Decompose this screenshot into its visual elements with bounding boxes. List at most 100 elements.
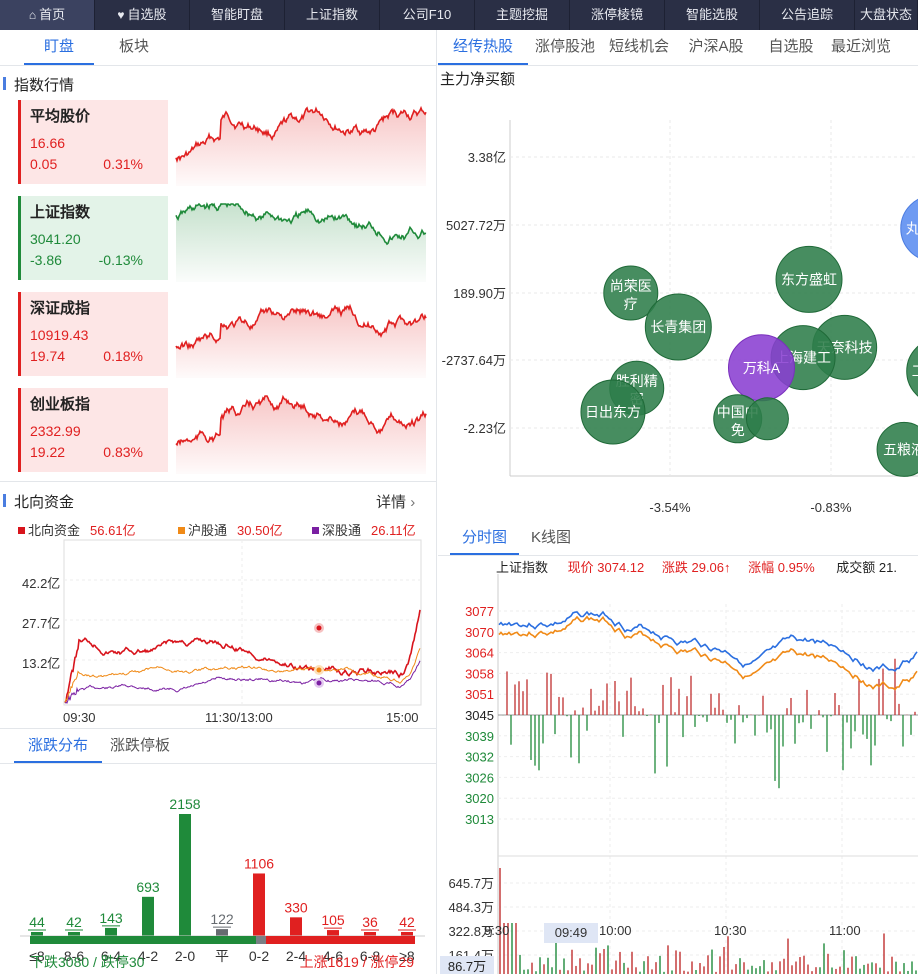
price-y-tick: 3051 <box>465 687 494 702</box>
right-tabs: 经传热股 涨停股池 短线机会 沪深A股 自选股 最近浏览 <box>438 30 918 66</box>
dist-category-label: ≤8 <box>29 948 45 964</box>
dist-category-label: 8-6 <box>64 948 84 964</box>
bubble-stock[interactable]: 万科A <box>727 334 795 402</box>
bubble-stock[interactable]: 丸美股份 <box>900 195 918 261</box>
tab-right-4[interactable]: 自选股 <box>768 38 814 55</box>
minute-index-name: 上证指数 <box>496 560 549 575</box>
tab-right-2[interactable]: 短线机会 <box>608 38 669 55</box>
bubble-y-tick: 189.90万 <box>453 286 506 301</box>
nav-item-8[interactable]: 公告追踪 <box>760 0 855 30</box>
index-section-title: 指数行情 <box>0 74 74 95</box>
bubble-stock[interactable]: 东方盛虹 <box>775 245 843 313</box>
tab-right-0[interactable]: 经传热股 <box>438 30 528 65</box>
nav-item-9[interactable]: 大盘状态 <box>855 0 918 30</box>
dist-bar-value: 105 <box>321 912 345 928</box>
nav-label: 上证指数 <box>305 7 358 22</box>
index-price: 16.66 <box>30 135 66 151</box>
bubble-stock[interactable]: 长青集团 <box>644 293 712 361</box>
ratio-flat-segment <box>256 936 267 944</box>
nav-item-6[interactable]: 涨停棱镜 <box>570 0 665 30</box>
volume-y-tick: 484.3万 <box>448 900 494 915</box>
bubble-y-tick: -2737.64万 <box>442 353 506 368</box>
up-count-label: 上涨1619 / 涨停29 <box>299 954 414 970</box>
bubble-y-tick: -2.23亿 <box>463 421 506 436</box>
svg-text:五粮液: 五粮液 <box>883 441 918 457</box>
bubble-stock[interactable]: 工商银行 <box>906 338 918 404</box>
dist-bar: 105 4-6 <box>321 912 345 964</box>
minute-pct: 涨幅 0.95% <box>748 560 815 575</box>
right-panel: 经传热股 涨停股池 短线机会 沪深A股 自选股 最近浏览 主力净买额 3.38亿 5027.… <box>438 30 918 974</box>
dist-category-label: 0-2 <box>249 948 269 964</box>
tab-kline[interactable]: K线图 <box>531 529 572 546</box>
svg-text:长青集团: 长青集团 <box>650 319 706 335</box>
bubble-stock[interactable]: 日出东方 <box>580 379 646 445</box>
nav-item-0[interactable]: ⌂ 首页 <box>0 0 95 30</box>
dist-bar: 44 ≤8 <box>28 914 46 964</box>
nav-label: 公告追踪 <box>780 7 833 22</box>
dist-bar: 1106 0-2 <box>244 855 274 964</box>
index-card[interactable]: 创业板指 2332.99 19.22 0.83% <box>18 388 168 472</box>
minute-amount: 成交额 21. <box>836 560 897 575</box>
nav-item-1[interactable]: ♥ 自选股 <box>95 0 190 30</box>
index-name: 上证指数 <box>30 204 91 221</box>
price-y-tick: 3064 <box>465 646 494 661</box>
north-x-tick: 15:00 <box>386 710 419 725</box>
dist-bar: 2158 2-0 <box>169 796 200 964</box>
price-y-tick: 3070 <box>465 625 494 640</box>
dist-bar: 36 6-8 <box>360 914 380 964</box>
volume-y-tick: 645.7万 <box>448 876 494 891</box>
dist-bar-value: 2158 <box>169 796 200 812</box>
dist-category-label: 4-2 <box>138 948 158 964</box>
nav-label: 主题挖掘 <box>495 7 548 22</box>
price-y-tick: 3013 <box>465 812 494 827</box>
minute-tabs: 分时图 K线图 <box>438 520 918 556</box>
price-y-tick: 3032 <box>465 750 494 765</box>
north-flow-chart <box>63 539 422 706</box>
index-pct: 0.83% <box>103 444 143 460</box>
tab-right-5[interactable]: 最近浏览 <box>830 38 891 55</box>
time-x-tick: 11:00 <box>829 923 861 938</box>
tab-minute[interactable]: 分时图 <box>450 520 520 555</box>
bubble-stock[interactable]: 五粮液 <box>876 421 918 477</box>
index-name: 创业板指 <box>30 396 91 413</box>
nav-item-2[interactable]: 智能盯盘 <box>190 0 285 30</box>
volume-cursor-label: 86.7万 <box>448 959 486 974</box>
svg-text:丸美股份: 丸美股份 <box>906 220 918 236</box>
index-card[interactable]: 平均股价 16.66 0.05 0.31% <box>18 100 168 184</box>
tab-right-3[interactable]: 沪深A股 <box>688 38 744 55</box>
bubble-stock[interactable] <box>745 397 789 441</box>
dist-bar: 143 6-4 <box>99 910 123 964</box>
nav-label: 智能盯盘 <box>210 7 263 22</box>
tab-rise-fall-dist[interactable]: 涨跌分布 <box>14 729 103 763</box>
nav-label: 大盘状态 <box>859 7 912 22</box>
dist-bar: 42 8-6 <box>64 914 84 964</box>
nav-item-5[interactable]: 主题挖掘 <box>475 0 570 30</box>
dist-category-label: 6-4 <box>101 948 121 964</box>
index-pct: 0.31% <box>103 156 143 172</box>
minute-price: 现价 3074.12 <box>567 560 645 575</box>
tab-limit-board[interactable]: 涨跌停板 <box>110 737 171 754</box>
ratio-up-segment <box>266 936 415 944</box>
nav-item-3[interactable]: 上证指数 <box>285 0 380 30</box>
svg-text:尚荣医: 尚荣医 <box>610 278 652 294</box>
minute-change: 涨跌 29.06↑ <box>661 560 731 575</box>
index-sparkline <box>175 202 427 282</box>
north-detail-link[interactable]: 详情 › <box>376 494 416 511</box>
index-card[interactable]: 上证指数 3041.20 -3.86 -0.13% <box>18 196 168 280</box>
tab-watch[interactable]: 盯盘 <box>24 30 94 65</box>
dist-bar: 693 4-2 <box>136 879 160 964</box>
nav-item-4[interactable]: 公司F10 <box>380 0 475 30</box>
tab-right-1[interactable]: 涨停股池 <box>534 38 595 55</box>
index-price: 2332.99 <box>30 423 81 439</box>
time-cursor-label: 09:49 <box>544 923 598 943</box>
index-card[interactable]: 深证成指 10919.43 19.74 0.18% <box>18 292 168 376</box>
nav-item-7[interactable]: 智能选股 <box>665 0 760 30</box>
nav-label: 自选股 <box>127 7 167 22</box>
dist-bar: 122 平 <box>210 911 234 964</box>
price-y-tick: 3058 <box>465 666 494 681</box>
dist-bar-value: 44 <box>29 914 45 930</box>
down-count-label: 下跌3080 / 跌停30 <box>30 954 145 970</box>
home-icon: ⌂ <box>28 8 37 22</box>
tab-sector[interactable]: 板块 <box>118 38 149 55</box>
